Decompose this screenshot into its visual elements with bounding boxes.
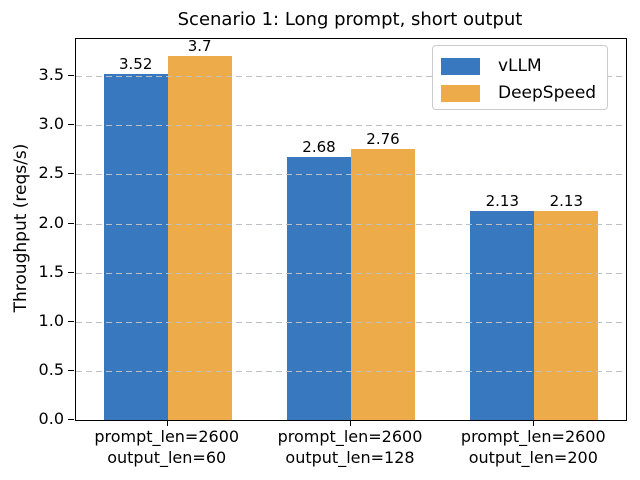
y-tick-mark xyxy=(68,173,74,175)
bar-deepspeed-group2 xyxy=(351,148,415,420)
bar-vllm-group1 xyxy=(103,74,168,420)
y-tick-label: 1.0 xyxy=(38,310,64,330)
y-tick-label: 0.0 xyxy=(38,409,64,428)
y-tick-label: 2.5 xyxy=(38,163,64,183)
bar-deepspeed-group1 xyxy=(167,56,232,420)
gridline xyxy=(76,272,626,274)
bar-value-label: 3.7 xyxy=(187,37,212,56)
x-tick-mark xyxy=(533,420,535,426)
bar-value-label: 2.76 xyxy=(366,129,400,148)
legend: vLLM DeepSpeed xyxy=(432,45,608,110)
y-tick-label: 1.5 xyxy=(38,261,64,281)
gridline xyxy=(76,223,626,225)
x-tick-mark xyxy=(166,420,168,426)
x-tick-label: prompt_len=2600 output_len=200 xyxy=(460,427,606,467)
legend-label: vLLM xyxy=(498,56,542,76)
y-tick-mark xyxy=(68,271,74,273)
bar-value-label: 3.52 xyxy=(118,55,153,74)
legend-entry-vllm: vLLM xyxy=(441,58,542,75)
y-tick-mark xyxy=(68,320,74,322)
y-tick-label: 2.0 xyxy=(38,212,64,232)
x-tick-mark xyxy=(350,420,351,426)
y-tick-mark xyxy=(68,419,74,420)
legend-entry-deepspeed: DeepSpeed xyxy=(441,85,596,102)
y-tick-label: 3.5 xyxy=(38,65,64,84)
gridline xyxy=(76,370,626,372)
bar-vllm-group3 xyxy=(470,210,535,420)
y-tick-label: 3.0 xyxy=(38,114,64,134)
legend-swatch-deepspeed xyxy=(441,85,480,102)
y-tick-mark xyxy=(68,75,74,76)
gridline xyxy=(76,321,626,323)
y-tick-label: 0.5 xyxy=(38,359,64,379)
bar-value-label: 2.13 xyxy=(549,191,583,210)
y-tick-mark xyxy=(68,369,74,371)
legend-swatch-vllm xyxy=(441,58,480,75)
gridline xyxy=(76,174,626,176)
y-tick-mark xyxy=(68,124,74,126)
chart-title: Scenario 1: Long prompt, short output xyxy=(177,9,523,30)
bar-deepspeed-group3 xyxy=(534,210,599,420)
legend-label: DeepSpeed xyxy=(498,83,597,103)
x-tick-label: prompt_len=2600 output_len=128 xyxy=(277,427,423,467)
y-tick-mark xyxy=(68,222,74,224)
x-tick-label: prompt_len=2600 output_len=60 xyxy=(94,427,240,467)
bar-vllm-group2 xyxy=(287,156,351,420)
gridline xyxy=(76,76,626,77)
bar-value-label: 2.13 xyxy=(485,191,519,210)
gridline xyxy=(76,125,626,127)
bar-value-label: 2.68 xyxy=(302,137,336,156)
